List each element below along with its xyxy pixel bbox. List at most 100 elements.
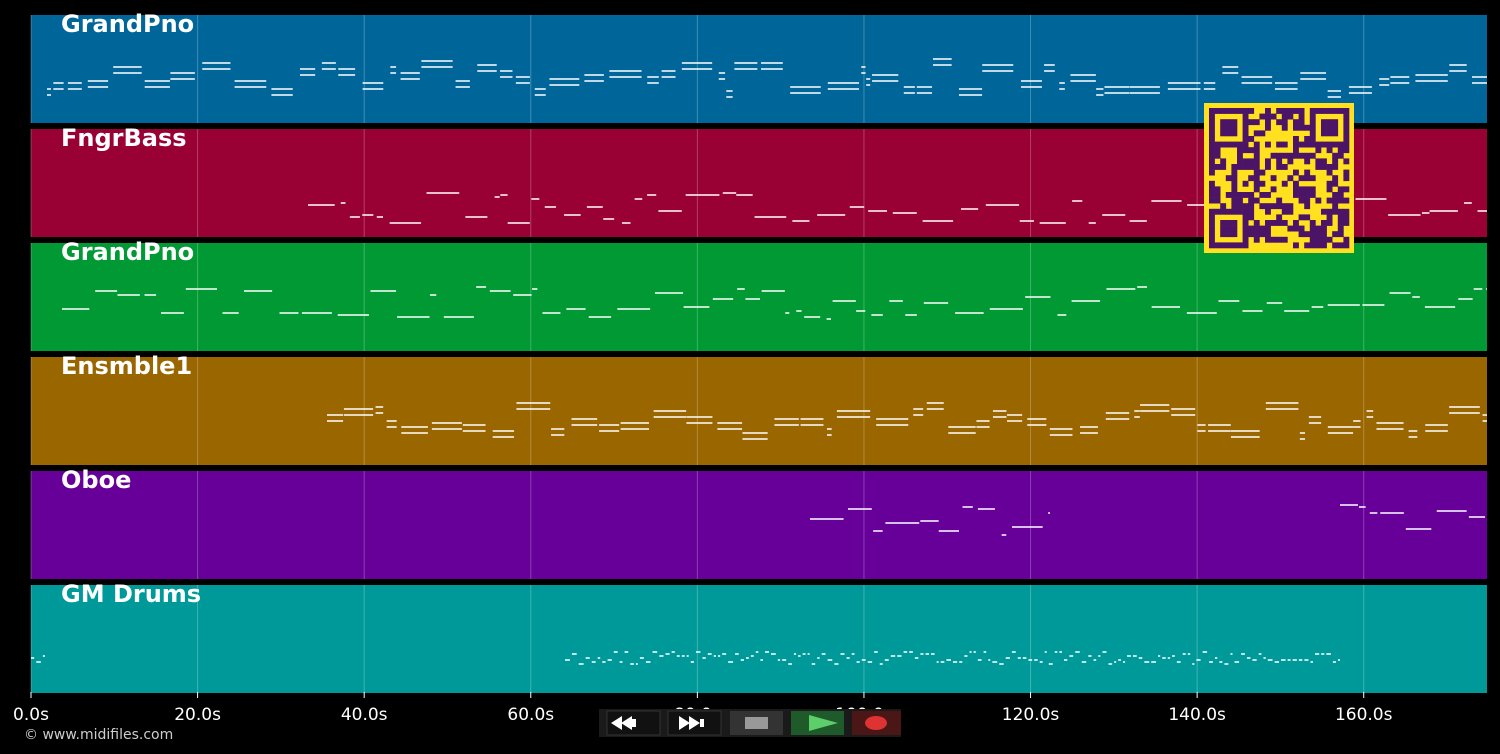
- qr-module: [1315, 225, 1322, 232]
- tick-label: 60.0s: [507, 705, 554, 725]
- qr-module: [1337, 220, 1344, 226]
- qr-module: [1231, 220, 1238, 226]
- qr-module: [1231, 119, 1238, 126]
- forward-button[interactable]: [667, 710, 722, 736]
- qr-module: [1253, 180, 1260, 187]
- record-button[interactable]: [852, 711, 901, 735]
- tick-label: 120.0s: [1002, 705, 1060, 725]
- qr-module: [1321, 119, 1327, 126]
- qr-module: [1304, 231, 1311, 238]
- qr-module: [1242, 220, 1249, 226]
- stop-button[interactable]: [730, 711, 783, 735]
- rewind-button[interactable]: [606, 710, 661, 736]
- qr-module: [1231, 186, 1238, 193]
- qr-module: [1298, 186, 1305, 193]
- qr-module: [1337, 147, 1344, 154]
- qr-module: [1220, 231, 1227, 238]
- qr-module: [1209, 158, 1215, 165]
- qr-module: [1281, 220, 1288, 226]
- qr-module: [1298, 113, 1305, 120]
- qr-module: [1309, 225, 1316, 232]
- qr-module: [1237, 197, 1243, 204]
- qr-module: [1214, 147, 1221, 154]
- qr-module: [1309, 136, 1316, 142]
- qr-module: [1281, 236, 1288, 243]
- qr-module: [1270, 236, 1277, 243]
- qr-module: [1220, 203, 1227, 210]
- qr-module: [1253, 231, 1260, 238]
- qr-module: [1220, 141, 1227, 148]
- qr-module: [1309, 231, 1316, 238]
- track-name: GrandPno: [61, 238, 194, 266]
- qr-module: [1209, 180, 1215, 187]
- qr-module: [1304, 158, 1311, 165]
- qr-module: [1214, 197, 1221, 204]
- qr-module: [1281, 108, 1288, 114]
- qr-module: [1209, 231, 1215, 238]
- qr-module: [1270, 186, 1277, 193]
- qr-module: [1242, 236, 1249, 243]
- qr-module: [1326, 164, 1333, 170]
- qr-module: [1237, 208, 1243, 215]
- qr-module: [1220, 130, 1227, 137]
- qr-module: [1304, 136, 1311, 142]
- qr-module: [1309, 236, 1316, 243]
- play-button[interactable]: [791, 711, 844, 735]
- qr-module: [1242, 147, 1249, 154]
- qr-module: [1248, 192, 1255, 198]
- qr-module: [1231, 124, 1238, 131]
- qr-module: [1253, 130, 1260, 137]
- qr-module: [1209, 197, 1215, 204]
- qr-module: [1332, 119, 1339, 126]
- qr-module: [1326, 197, 1333, 204]
- qr-module: [1237, 141, 1243, 148]
- qr-module: [1321, 242, 1327, 249]
- qr-module: [1298, 175, 1305, 182]
- qr-module: [1209, 214, 1215, 221]
- qr-module: [1337, 214, 1344, 221]
- qr-module: [1248, 208, 1255, 215]
- qr-module: [1248, 175, 1255, 182]
- qr-module: [1293, 186, 1299, 193]
- qr-module: [1265, 231, 1271, 238]
- tick-label: 40.0s: [341, 705, 388, 725]
- qr-module: [1237, 192, 1243, 198]
- qr-module: [1315, 158, 1322, 165]
- qr-module: [1276, 164, 1283, 170]
- qr-module: [1304, 203, 1311, 210]
- qr-module: [1332, 108, 1339, 114]
- qr-module: [1248, 197, 1255, 204]
- qr-module: [1343, 108, 1350, 114]
- qr-module: [1214, 164, 1221, 170]
- qr-module: [1281, 141, 1288, 148]
- qr-module: [1220, 208, 1227, 215]
- qr-module: [1209, 186, 1215, 193]
- qr-module: [1259, 169, 1266, 176]
- qr-module: [1253, 225, 1260, 232]
- qr-module: [1337, 152, 1344, 159]
- qr-module: [1343, 124, 1350, 131]
- qr-module: [1321, 164, 1327, 170]
- qr-module: [1293, 124, 1299, 131]
- qr-module: [1293, 220, 1299, 226]
- qr-module: [1337, 141, 1344, 148]
- qr-module: [1259, 192, 1266, 198]
- qr-module: [1225, 124, 1232, 131]
- qr-module: [1209, 242, 1215, 249]
- qr-module: [1293, 141, 1299, 148]
- qr-module: [1231, 242, 1238, 249]
- qr-module: [1259, 113, 1266, 120]
- qr-module: [1276, 119, 1283, 126]
- qr-module: [1332, 197, 1339, 204]
- track-name: Oboe: [61, 466, 131, 494]
- qr-module: [1276, 197, 1283, 204]
- qr-module: [1293, 136, 1299, 142]
- qr-module: [1309, 108, 1316, 114]
- qr-module: [1253, 236, 1260, 243]
- track-lane: [31, 243, 1487, 351]
- qr-module: [1270, 152, 1277, 159]
- qr-module: [1343, 147, 1350, 154]
- qr-module: [1214, 141, 1221, 148]
- qr-module: [1225, 231, 1232, 238]
- qr-module: [1298, 119, 1305, 126]
